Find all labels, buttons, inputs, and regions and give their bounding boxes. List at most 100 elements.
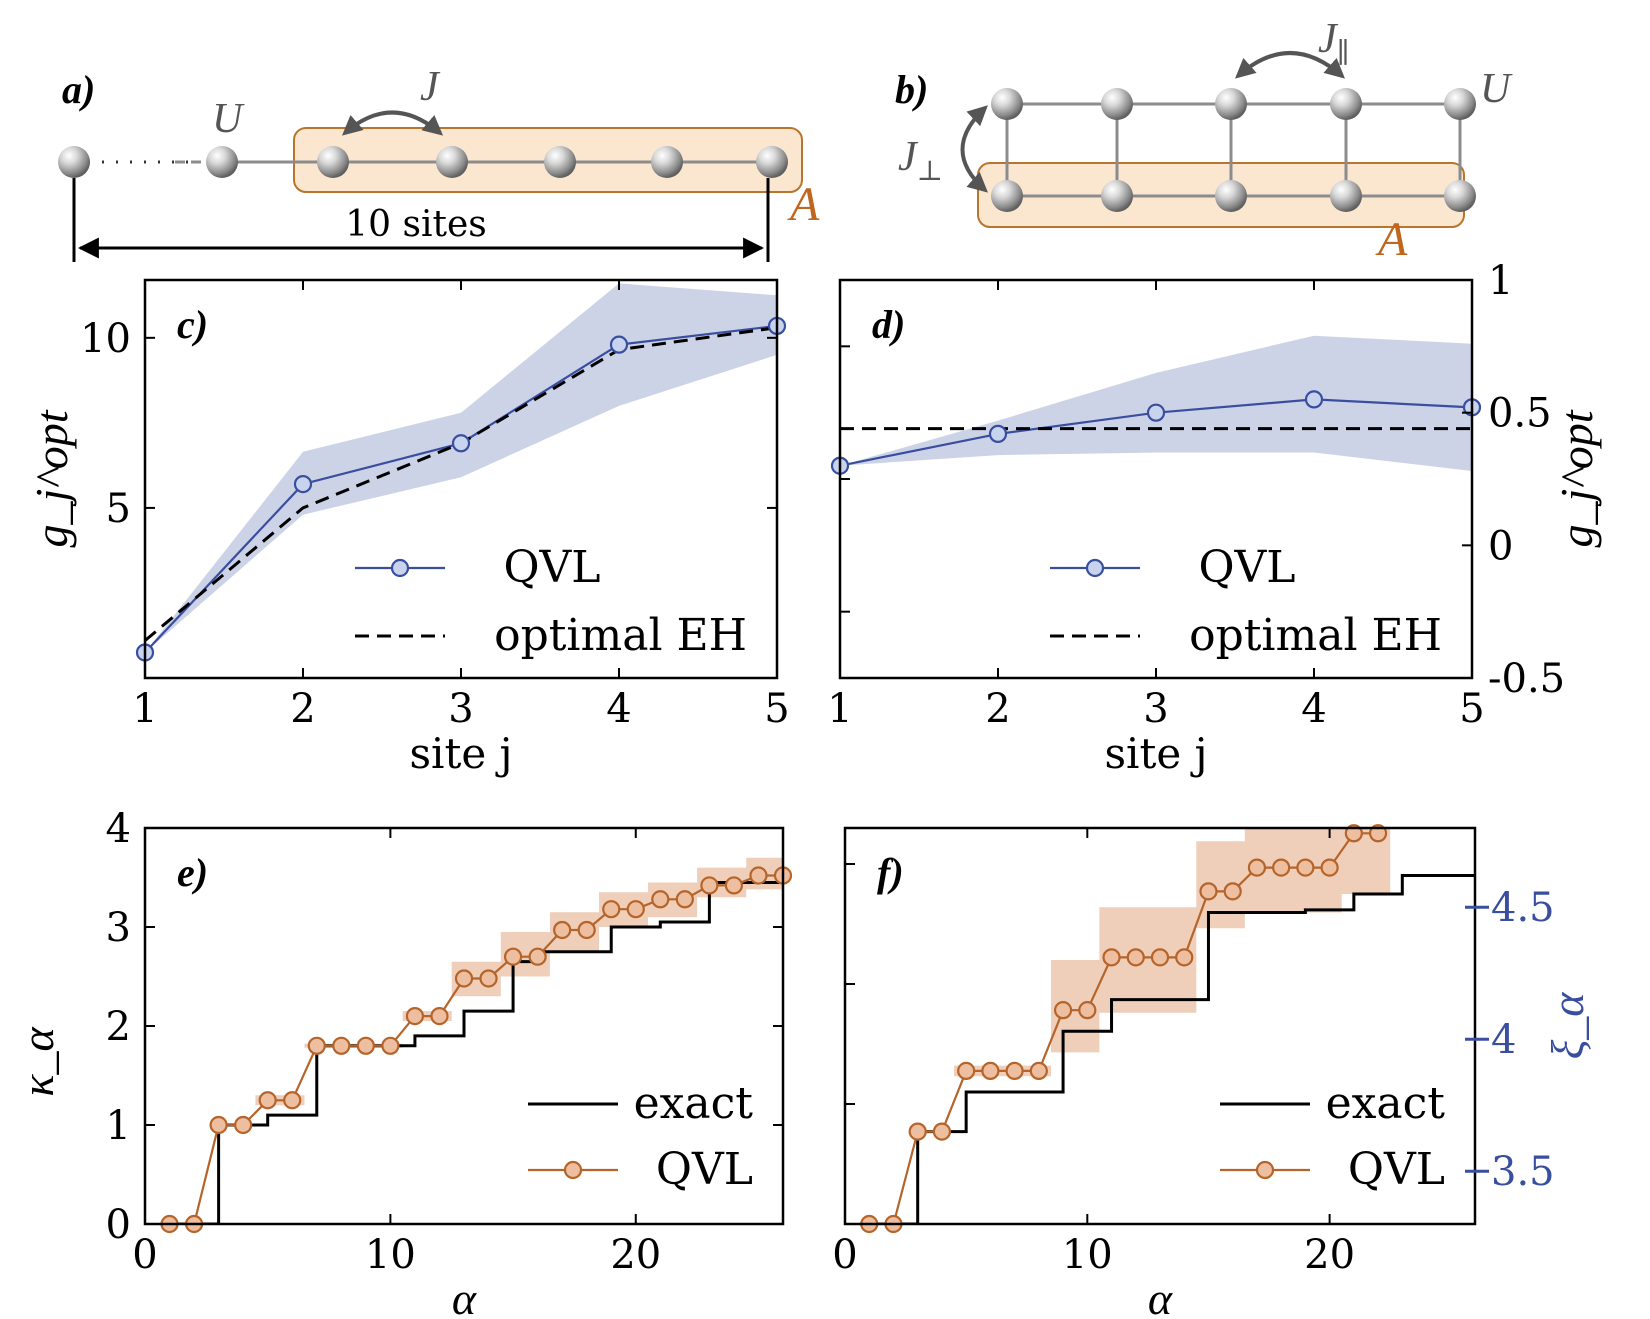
schematic-a: a) U J A 10 sites	[58, 64, 820, 262]
data-point-qvl	[749, 866, 768, 885]
data-point-qvl	[1320, 858, 1339, 877]
site-sphere	[1444, 180, 1476, 212]
panel-label: d)	[872, 302, 905, 347]
series-line-exact	[869, 874, 1475, 1224]
data-point-qvl	[503, 947, 523, 966]
hopping-parallel-arrow	[1235, 51, 1345, 79]
data-point-qvl	[609, 335, 629, 354]
data-point-qvl	[307, 1036, 326, 1055]
y-tick-label: 3.5	[1491, 1149, 1555, 1195]
data-point-qvl	[430, 1006, 449, 1026]
data-point-qvl	[528, 947, 547, 966]
panel-label: e)	[177, 850, 208, 895]
legend-label: optimal EH	[494, 610, 747, 661]
plot-area	[840, 335, 1472, 471]
data-point-qvl	[1078, 1001, 1097, 1020]
legend-marker-qvl	[390, 558, 410, 578]
subsystem-label: A	[1375, 213, 1408, 266]
data-point-qvl	[724, 876, 744, 895]
x-tick-label: 0	[832, 1232, 857, 1278]
J-label: J	[420, 64, 441, 110]
site-sphere	[991, 88, 1023, 120]
x-tick-label: 4	[606, 686, 631, 732]
data-point-qvl	[1223, 882, 1242, 901]
data-point-qvl	[209, 1115, 228, 1135]
y-axis-label: g_j^opt	[1551, 409, 1602, 547]
y-tick-label: 1	[1488, 258, 1513, 304]
hopping-perp-arrow	[960, 105, 988, 193]
data-point-qvl	[1247, 858, 1267, 877]
data-point-qvl	[1344, 824, 1363, 843]
U-label: U	[1480, 66, 1513, 112]
site-sphere	[1101, 88, 1133, 120]
x-tick-label: 2	[290, 686, 315, 732]
site-sphere	[544, 146, 576, 178]
J-perp-label: J⊥	[898, 134, 943, 187]
axes-frame	[843, 826, 1477, 1226]
x-tick-label: 10	[365, 1232, 416, 1278]
data-point-qvl	[1368, 824, 1388, 843]
data-point-qvl	[283, 1091, 302, 1110]
site-sphere	[1101, 180, 1133, 212]
sites-label: 10 sites	[345, 204, 487, 245]
legend-label: exact	[634, 1078, 754, 1129]
data-point-qvl	[234, 1115, 253, 1135]
panel-label-a: a)	[62, 67, 95, 112]
site-sphere	[1444, 88, 1476, 120]
J-parallel-label: J∥	[1318, 16, 1350, 69]
legend-label: exact	[1326, 1078, 1446, 1129]
data-point-qvl	[577, 920, 596, 940]
legend-marker-qvl	[1255, 1160, 1275, 1180]
legend-label: QVL	[1348, 1144, 1445, 1195]
panel-label: f)	[877, 850, 904, 895]
y-tick-label: 0.5	[1488, 391, 1552, 437]
data-point-qvl	[908, 1122, 927, 1141]
site-sphere	[1330, 88, 1362, 120]
y-tick-label: 0	[106, 1202, 131, 1248]
x-axis-label: site j	[409, 729, 512, 778]
y-tick-label: 0	[1488, 523, 1513, 569]
x-axis-label: site j	[1104, 729, 1207, 778]
schematic-b: b) J∥ J⊥ U A	[895, 16, 1513, 266]
x-axis-label: α	[452, 1273, 477, 1319]
series-line-qvl	[869, 832, 1379, 1224]
x-tick-label: 2	[985, 686, 1010, 732]
data-point-qvl	[932, 1122, 952, 1141]
data-point-qvl	[957, 1061, 976, 1080]
x-tick-label: 3	[448, 686, 473, 732]
y-tick-label: 2	[106, 1004, 131, 1050]
x-tick-label: 1	[132, 686, 157, 732]
y-tick-label: 4	[106, 806, 131, 852]
site-sphere	[206, 146, 238, 178]
y-axis-label: g_j^opt	[26, 409, 77, 547]
chart-panel-d: 1 2 3 4 5-0.5 0 0.5 1 d) site j g_j^opt QVL optimal …	[827, 258, 1602, 778]
uncertainty-band	[157, 857, 783, 1224]
y-axis-label: κ_α	[12, 1027, 63, 1097]
site-sphere	[1215, 88, 1247, 120]
data-point-qvl	[626, 900, 645, 919]
y-tick-label: 5	[106, 486, 131, 532]
legend-marker-qvl	[563, 1160, 583, 1180]
data-point-qvl	[651, 890, 670, 909]
U-label: U	[212, 96, 245, 142]
legend-marker-qvl	[1085, 558, 1105, 578]
data-point-qvl	[1199, 882, 1218, 901]
y-tick-label: 10	[80, 316, 131, 362]
data-point-qvl	[1272, 858, 1291, 877]
x-tick-label: 5	[764, 686, 789, 732]
panel-label: c)	[177, 302, 208, 347]
series-line-exact	[169, 877, 783, 1224]
legend-label: QVL	[656, 1144, 753, 1195]
site-sphere	[991, 180, 1023, 212]
data-point-qvl	[356, 1036, 375, 1055]
data-point-qvl	[1146, 403, 1166, 422]
hopping-arrow	[341, 110, 444, 136]
data-point-qvl	[479, 969, 498, 988]
uncertainty-band	[145, 283, 777, 653]
y-tick-label: 4	[1491, 1017, 1516, 1063]
data-point-qvl	[454, 969, 474, 988]
data-point-qvl	[293, 475, 313, 494]
data-point-qvl	[1005, 1061, 1024, 1080]
site-sphere	[1215, 180, 1247, 212]
data-point-qvl	[988, 424, 1008, 443]
